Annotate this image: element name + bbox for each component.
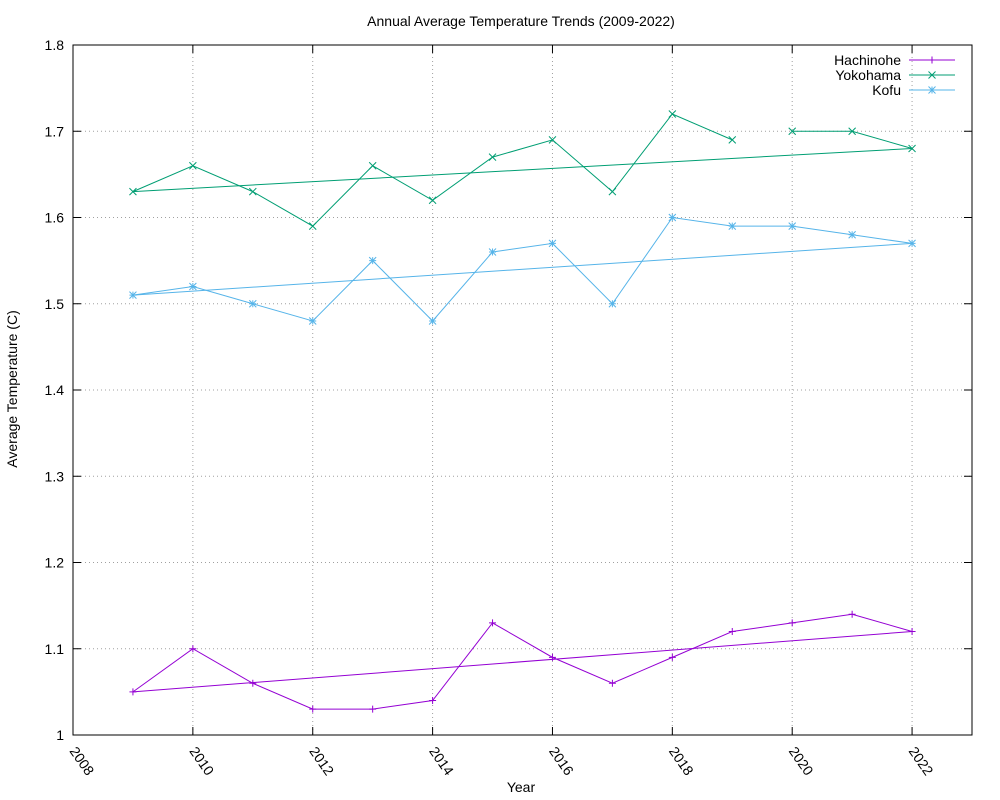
data-point-kofu: [908, 239, 916, 248]
data-point-yokohama: [848, 127, 856, 136]
y-tick-label: 1.4: [45, 382, 65, 398]
data-point-hachinohe: [548, 653, 556, 661]
data-point-kofu: [848, 230, 856, 239]
data-point-kofu: [608, 299, 617, 308]
y-tick-label: 1.1: [45, 641, 65, 657]
data-point-yokohama: [248, 187, 257, 196]
trend-line-yokohama: [132, 148, 913, 193]
legend-label-yokohama: Yokohama: [835, 67, 901, 83]
x-tick-label: 2020: [786, 744, 817, 779]
trend-line-kofu: [132, 242, 913, 296]
data-point-kofu: [788, 222, 797, 230]
data-point-hachinohe: [668, 653, 676, 661]
data-point-yokohama: [368, 161, 377, 170]
data-point-hachinohe: [309, 705, 317, 713]
data-point-yokohama: [668, 110, 677, 118]
trend-line-hachinohe: [132, 631, 913, 693]
legend-label-kofu: Kofu: [872, 82, 901, 98]
x-tick-label: 2014: [426, 744, 457, 779]
data-point-hachinohe: [189, 645, 197, 653]
series-line-kofu: [132, 216, 913, 322]
data-point-yokohama: [488, 153, 497, 161]
data-point-yokohama: [728, 136, 737, 144]
data-point-hachinohe: [249, 679, 257, 687]
series-lines: [132, 113, 913, 710]
series-markers: [129, 110, 916, 713]
data-point-yokohama: [308, 222, 317, 230]
grid-lines: [73, 45, 972, 735]
data-point-hachinohe: [429, 697, 437, 704]
y-tick-label: 1.2: [45, 555, 65, 571]
data-point-yokohama: [189, 161, 197, 170]
legend-marker-kofu: [928, 86, 936, 94]
y-tick-label: 1.5: [45, 296, 65, 312]
data-point-hachinohe: [489, 619, 497, 627]
y-axis-label: Average Temperature (C): [4, 310, 20, 467]
data-point-kofu: [428, 317, 437, 325]
data-point-kofu: [668, 213, 677, 222]
axis-ticks: 1 1.1 1.2 1.3 1.4 1.5 1.6 1.7 1.8 2008 2010 2012 201…: [45, 37, 972, 778]
data-point-kofu: [248, 299, 257, 308]
data-point-yokohama: [129, 187, 137, 196]
y-tick-label: 1.7: [45, 123, 65, 139]
x-tick-label: 2008: [67, 744, 98, 779]
x-tick-label: 2010: [186, 744, 217, 779]
data-point-yokohama: [548, 136, 557, 144]
data-point-kofu: [308, 317, 317, 325]
data-point-yokohama: [788, 127, 797, 136]
y-tick-label: 1: [56, 727, 64, 743]
data-point-kofu: [488, 248, 497, 256]
data-point-kofu: [129, 291, 137, 299]
legend-marker-hachinohe: [928, 56, 936, 64]
data-point-hachinohe: [788, 619, 796, 627]
data-point-yokohama: [428, 196, 437, 205]
data-point-hachinohe: [908, 628, 916, 635]
x-tick-label: 2016: [546, 744, 577, 779]
data-point-hachinohe: [848, 610, 856, 618]
data-point-kofu: [368, 256, 377, 265]
chart-title: Annual Average Temperature Trends (2009-…: [367, 13, 675, 29]
data-point-yokohama: [908, 144, 916, 153]
data-point-hachinohe: [608, 679, 616, 687]
legend-label-hachinohe: Hachinohe: [834, 52, 901, 68]
legend-marker-yokohama: [928, 71, 936, 79]
x-tick-label: 2022: [906, 744, 937, 779]
y-tick-label: 1.8: [45, 37, 65, 53]
data-point-hachinohe: [129, 688, 137, 696]
data-point-hachinohe: [728, 628, 736, 635]
series-line-hachinohe: [132, 613, 913, 710]
x-axis-label: Year: [507, 779, 536, 795]
data-point-kofu: [548, 239, 557, 248]
series-line-yokohama: [792, 130, 913, 149]
y-tick-label: 1.3: [45, 468, 65, 484]
trend-lines: [132, 148, 913, 693]
data-point-hachinohe: [369, 705, 377, 713]
data-point-kofu: [728, 222, 737, 230]
y-tick-label: 1.6: [45, 210, 65, 226]
data-point-yokohama: [608, 187, 617, 196]
data-point-kofu: [189, 282, 197, 291]
x-tick-label: 2012: [306, 744, 337, 779]
x-tick-label: 2018: [666, 744, 697, 779]
